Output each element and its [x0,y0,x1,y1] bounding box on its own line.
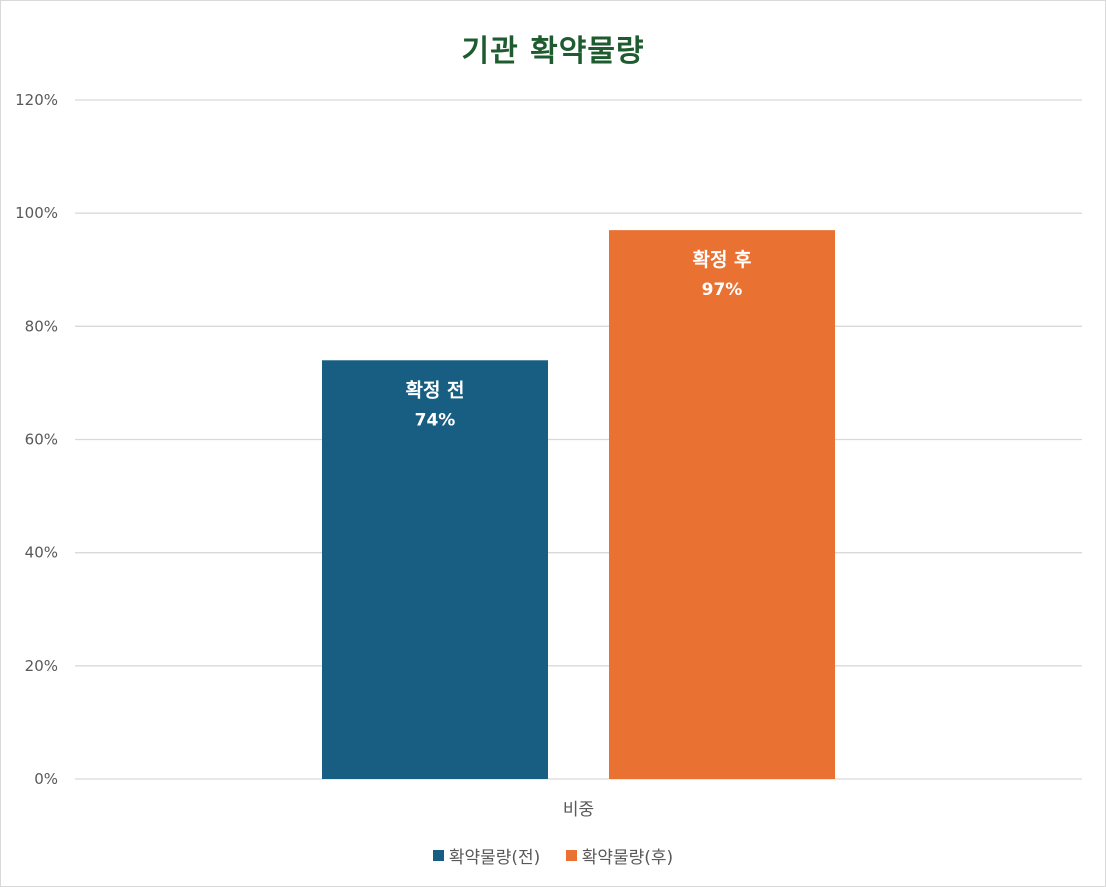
bars: 확정 전 74% 확정 후 97% [322,230,835,779]
y-tick-label: 120% [15,91,58,109]
bar-data-label-name: 확정 전 [405,378,464,401]
legend-item-after: 확약물량(후) [565,843,674,868]
bar-data-label-value: 74% [415,410,456,430]
x-axis-ticks: 비중 [563,800,594,820]
y-tick-label: 100% [15,204,58,222]
legend-swatch-after [565,850,577,861]
bar-after [609,230,835,779]
x-category-label: 비중 [563,800,594,820]
legend-label-after: 확약물량(후) [581,848,674,868]
y-axis-ticks: 0% 20% 40% 60% 80% 100% 120% [15,91,58,788]
y-tick-label: 40% [25,544,58,562]
bar-before [322,360,548,779]
legend: 확약물량(전) 확약물량(후) [0,843,1106,868]
gridlines [75,99,1082,780]
legend-swatch-before [432,850,444,861]
y-tick-label: 0% [34,770,58,788]
y-tick-label: 60% [25,431,58,449]
y-tick-label: 20% [25,657,58,675]
bar-data-label-name: 확정 후 [692,248,751,271]
legend-label-before: 확약물량(전) [448,848,541,868]
y-tick-label: 80% [25,317,58,335]
bar-data-label-value: 97% [702,280,743,300]
legend-item-before: 확약물량(전) [432,843,541,868]
chart-title: 기관 확약물량 [461,34,645,69]
